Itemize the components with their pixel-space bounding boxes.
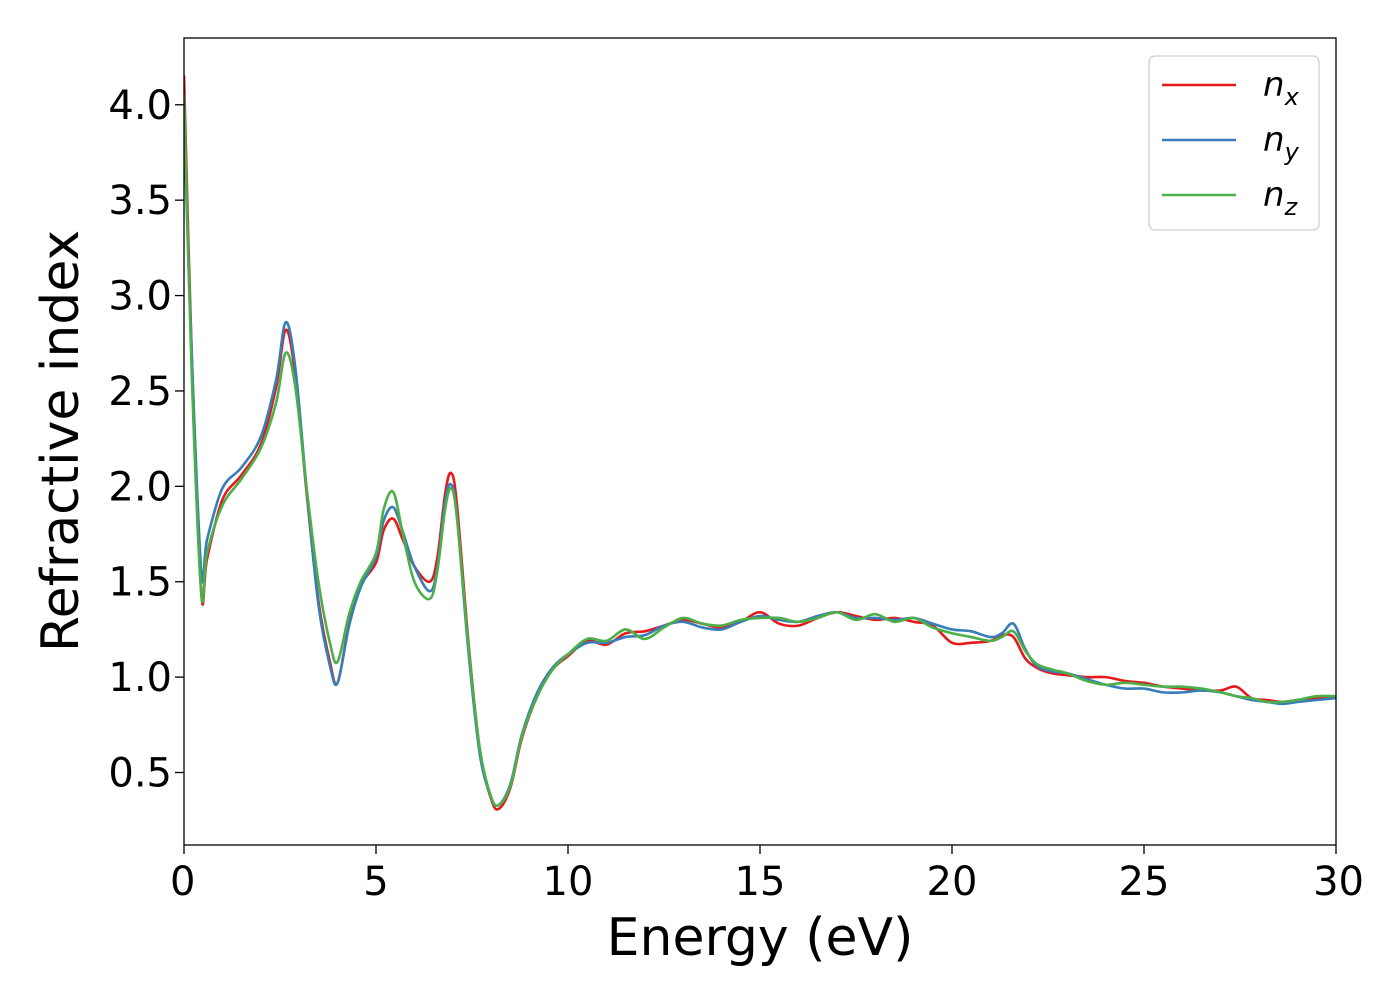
legend-label-y: ny — [1263, 120, 1300, 166]
series-layer — [184, 74, 1336, 811]
x-tick-label: 30 — [1313, 859, 1364, 905]
y-tick-label: 4.0 — [108, 83, 172, 129]
legend-label-subscript: y — [1284, 138, 1300, 166]
legend-label-subscript: x — [1284, 83, 1300, 111]
x-axis-label: Energy (eV) — [607, 908, 914, 968]
series-line-z — [184, 93, 1336, 808]
legend-label-z: nz — [1263, 175, 1299, 221]
x-axis: 0 5 10 15 20 25 30 — [170, 845, 1364, 905]
y-tick-label: 1.0 — [108, 655, 172, 701]
x-tick-label: 10 — [543, 859, 594, 905]
x-tick-label: 0 — [170, 859, 195, 905]
legend-box — [1148, 55, 1320, 231]
y-tick-label: 1.5 — [108, 560, 172, 606]
legend-label-base: n — [1263, 120, 1285, 160]
y-tick-label: 0.5 — [108, 751, 172, 797]
x-tick-label: 5 — [363, 859, 388, 905]
y-tick-label: 2.0 — [108, 464, 172, 510]
y-tick-label: 3.0 — [108, 274, 172, 320]
legend-label-base: n — [1263, 175, 1285, 215]
y-tick-label: 2.5 — [108, 369, 172, 415]
legend-label-base: n — [1263, 65, 1285, 105]
y-tick-label: 3.5 — [108, 178, 172, 224]
x-tick-label: 20 — [927, 859, 978, 905]
legend-label-subscript: z — [1284, 193, 1299, 221]
y-axis-label: Refractive index — [31, 230, 91, 652]
x-tick-label: 25 — [1119, 859, 1170, 905]
x-tick-label: 15 — [735, 859, 786, 905]
legend-label-x: nx — [1263, 65, 1300, 111]
y-axis: 0.5 1.0 1.5 2.0 2.5 3.0 3.5 4.0 — [108, 83, 184, 797]
